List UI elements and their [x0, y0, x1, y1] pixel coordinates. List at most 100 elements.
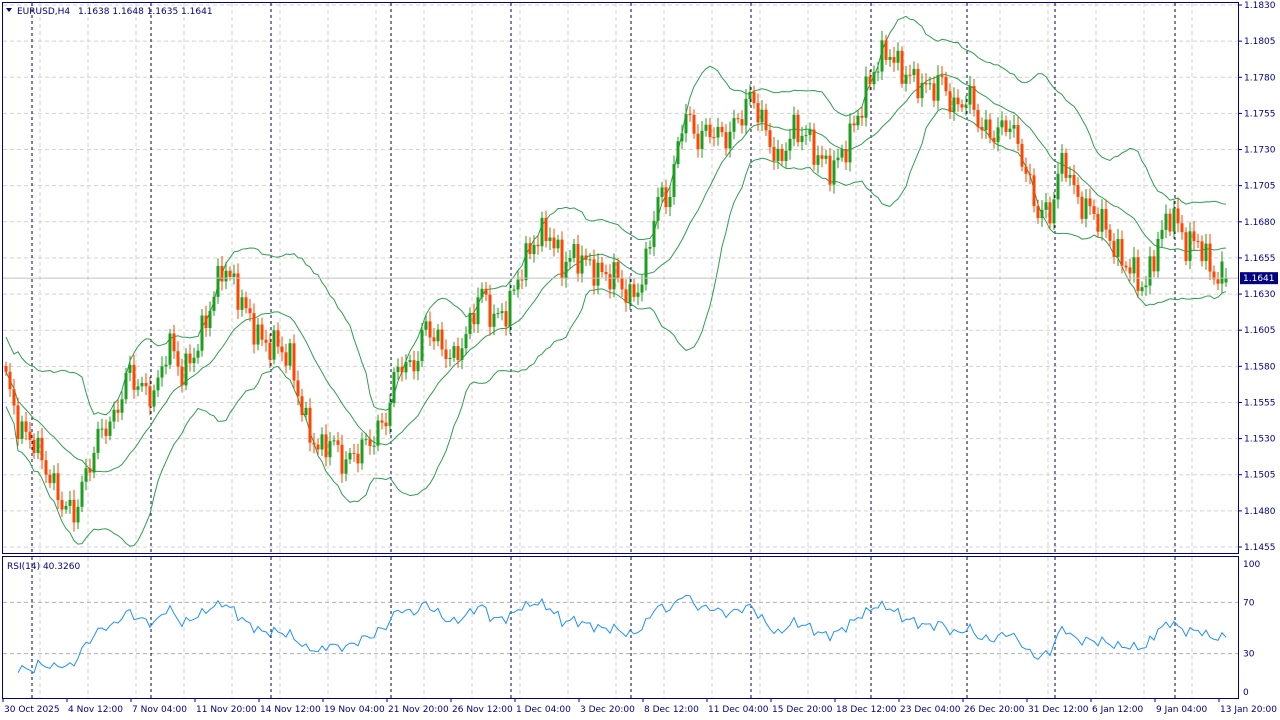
candle-body: [656, 196, 660, 221]
candle: [360, 432, 364, 470]
candle: [240, 289, 244, 317]
candle: [248, 298, 252, 322]
price-tick-label: 1.1680: [1244, 218, 1276, 228]
candle: [588, 253, 592, 266]
candle: [388, 394, 392, 435]
candle: [536, 235, 540, 255]
candle-body: [924, 82, 928, 85]
candle: [436, 324, 440, 347]
candle: [584, 248, 588, 267]
candle: [176, 341, 180, 376]
candle-body: [1152, 256, 1156, 272]
candle-body: [900, 50, 904, 84]
candle-body: [640, 284, 644, 293]
time-tick-label: 1 Dec 04:00: [516, 705, 571, 715]
candle-body: [88, 468, 92, 473]
candle: [472, 303, 476, 333]
time-tick-label: 26 Nov 12:00: [452, 705, 513, 715]
candle: [612, 253, 616, 298]
candle-body: [68, 499, 72, 506]
candle: [456, 337, 460, 368]
candle: [496, 307, 500, 319]
price-tick-label: 1.1705: [1244, 182, 1276, 192]
candle: [568, 249, 572, 270]
candle: [756, 93, 760, 131]
candle: [152, 384, 156, 412]
price-tick-label: 1.1755: [1244, 109, 1276, 119]
candle: [620, 270, 624, 297]
price-tick-label: 1.1780: [1244, 73, 1276, 83]
candle-body: [1020, 143, 1024, 167]
candle-body: [420, 329, 424, 361]
candle-body: [920, 82, 924, 99]
candle: [1072, 164, 1076, 195]
candle: [476, 287, 480, 334]
candle: [1048, 196, 1052, 229]
candle-body: [204, 315, 208, 329]
candle-body: [892, 57, 896, 63]
candle: [340, 434, 344, 483]
candle: [1160, 219, 1164, 248]
candle-body: [72, 499, 76, 523]
time-axis[interactable]: 30 Oct 2025 4 Nov 12:00 7 Nov 04:00 11 Nov …: [2, 698, 1277, 715]
candle: [40, 427, 44, 470]
candle-body: [1200, 241, 1204, 262]
candle-body: [252, 313, 256, 345]
candle-body: [624, 289, 628, 303]
candle-body: [840, 149, 844, 158]
candle-body: [128, 364, 132, 373]
time-tick-label: 14 Nov 12:00: [260, 705, 321, 715]
candle: [440, 321, 444, 357]
candle-body: [264, 339, 268, 343]
main-pane-border: [2, 2, 1239, 554]
candle: [984, 109, 988, 139]
candle: [712, 127, 716, 147]
candle: [1184, 227, 1188, 266]
candle-body: [668, 196, 672, 208]
candle-body: [280, 346, 284, 353]
candle: [680, 124, 684, 150]
candle-body: [704, 124, 708, 131]
candle: [704, 118, 708, 137]
candle-body: [268, 342, 272, 360]
candle: [392, 367, 396, 408]
candle: [732, 109, 736, 140]
chart-header[interactable]: EURUSD,H4 1.1638 1.1648 1.1635 1.1641: [6, 7, 213, 17]
candle-body: [1072, 174, 1076, 186]
candle-body: [60, 500, 64, 510]
candle: [464, 326, 468, 356]
candle-body: [544, 217, 548, 241]
candle: [272, 325, 276, 365]
candle-body: [880, 40, 884, 72]
candle: [792, 106, 796, 147]
collapse-triangle-icon[interactable]: [6, 8, 12, 12]
candle-body: [492, 313, 496, 327]
candle-body: [580, 255, 584, 274]
candle: [1120, 230, 1124, 274]
candle-body: [160, 366, 164, 378]
candle: [1164, 204, 1168, 239]
candle: [120, 391, 124, 421]
candle-body: [124, 372, 128, 400]
candle-body: [356, 453, 360, 464]
candle-body: [24, 421, 28, 432]
candle: [400, 356, 404, 382]
price-axis[interactable]: 1.1830 1.1805 1.1780 1.1755 1.1730 1.1705 1.16…: [1238, 1, 1276, 553]
candle-body: [424, 321, 428, 330]
time-tick-label: 9 Jan 04:00: [1156, 705, 1208, 715]
candle: [52, 465, 56, 491]
candle: [516, 270, 520, 298]
candle: [216, 258, 220, 304]
candle-body: [224, 270, 228, 282]
candle: [244, 291, 248, 314]
rsi-tick-label: 100: [1243, 560, 1260, 570]
candle: [336, 432, 340, 453]
candle: [348, 447, 352, 464]
candle-body: [572, 244, 576, 259]
candle-body: [972, 86, 976, 110]
ohlc-label: 1.1638 1.1648 1.1635 1.1641: [78, 7, 213, 17]
candle: [60, 491, 64, 518]
candle: [768, 123, 772, 154]
candle-body: [604, 272, 608, 275]
